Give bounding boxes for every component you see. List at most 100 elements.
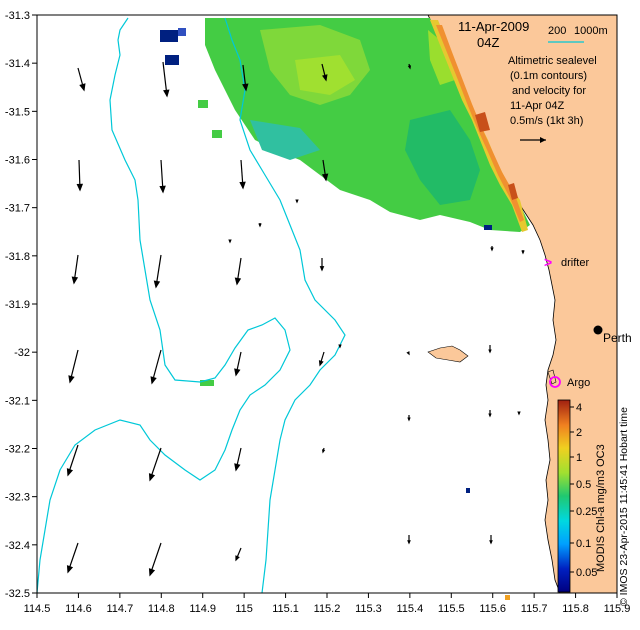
x-axis: 114.5 114.6 114.7 114.8 114.9 115 115.1 115.2 11… xyxy=(24,593,631,615)
velocity-arrowhead xyxy=(488,349,492,354)
colorbar-tick-label: 0.1 xyxy=(576,538,591,550)
velocity-arrowhead xyxy=(234,277,242,286)
velocity-arrowhead xyxy=(295,199,299,204)
y-tick-label: -31.6 xyxy=(5,155,30,167)
x-tick-label: 115.7 xyxy=(521,603,548,615)
info-line1: Altimetric sealevel xyxy=(508,55,597,67)
colorbar-gradient xyxy=(557,399,571,593)
x-tick-label: 115.8 xyxy=(562,603,589,615)
velocity-scale-arrowhead xyxy=(540,137,546,143)
velocity-arrowhead xyxy=(235,555,240,562)
y-tick-label: -32.1 xyxy=(5,395,30,407)
velocity-arrowhead xyxy=(66,565,74,574)
y-axis: -31.3 -31.4 -31.5 -31.6 -31.7 -31.8 -31.9 -32 -3… xyxy=(5,10,37,600)
x-tick-label: 115.4 xyxy=(396,603,423,615)
scale-label-200: 200 xyxy=(548,25,566,37)
velocity-arrowhead xyxy=(321,449,326,454)
y-tick-label: -32.4 xyxy=(5,540,30,552)
velocity-arrowhead xyxy=(407,417,411,422)
colorbar-tick-label: 0.5 xyxy=(576,479,591,491)
x-tick-label: 115 xyxy=(235,603,253,615)
drifter-label: drifter xyxy=(561,257,589,269)
x-tick-label: 114.8 xyxy=(148,603,175,615)
velocity-arrowhead xyxy=(234,368,241,377)
colorbar-tick-label: 0.05 xyxy=(576,567,597,579)
velocity-arrowhead xyxy=(258,223,262,228)
argo-label: Argo xyxy=(567,377,590,389)
y-tick-label: -31.3 xyxy=(5,10,30,22)
velocity-arrowhead xyxy=(406,351,410,356)
velocity-arrows xyxy=(66,61,525,577)
scale-label-1000: 1000m xyxy=(574,25,608,37)
velocity-arrowhead xyxy=(150,376,157,385)
x-tick-label: 115.6 xyxy=(479,603,506,615)
bathymetry-contours xyxy=(36,17,346,594)
y-tick-label: -31.8 xyxy=(5,251,30,263)
velocity-arrowhead xyxy=(163,89,170,98)
velocity-arrowhead xyxy=(71,276,79,285)
velocity-arrowhead xyxy=(490,247,494,252)
y-tick-label: -31.4 xyxy=(5,58,30,70)
x-tick-label: 115.3 xyxy=(355,603,382,615)
velocity-arrowhead xyxy=(228,239,232,244)
y-tick-label: -31.7 xyxy=(5,203,30,215)
x-tick-label: 115.5 xyxy=(438,603,465,615)
velocity-arrowhead xyxy=(318,360,324,367)
info-line3: and velocity for xyxy=(512,85,586,97)
y-tick-label: -31.9 xyxy=(5,299,30,311)
x-tick-label: 114.7 xyxy=(106,603,133,615)
velocity-arrowhead xyxy=(148,568,156,577)
info-box: Altimetric sealevel (0.1m contours) and … xyxy=(508,55,597,143)
contour-1000m xyxy=(36,17,291,594)
velocity-arrowhead xyxy=(153,280,161,289)
velocity-arrowhead xyxy=(338,344,342,349)
velocity-arrowhead xyxy=(66,468,74,477)
x-tick-label: 115.1 xyxy=(272,603,299,615)
contour-200m xyxy=(224,17,346,594)
y-tick-label: -32.2 xyxy=(5,444,30,456)
x-tick-label: 114.6 xyxy=(65,603,92,615)
colorbar-tick-label: 2 xyxy=(576,427,582,439)
y-tick-label: -32.3 xyxy=(5,492,30,504)
velocity-arrowhead xyxy=(68,375,75,384)
velocity-arrowhead xyxy=(517,411,521,416)
map-date: 11-Apr-2009 xyxy=(458,19,529,34)
colorbar-title: MODIS Chl-a mg/m3 OC3 xyxy=(595,444,607,572)
info-line2: (0.1m contours) xyxy=(510,70,587,82)
velocity-arrowhead xyxy=(407,540,411,545)
x-tick-label: 114.5 xyxy=(24,603,51,615)
velocity-arrowhead xyxy=(242,83,249,92)
velocity-arrowhead xyxy=(159,185,166,194)
argo-marker-icon xyxy=(549,376,561,388)
velocity-arrowhead xyxy=(79,83,86,92)
velocity-scale-label: 0.5m/s (1kt 3h) xyxy=(510,115,583,127)
velocity-arrowhead xyxy=(322,74,328,82)
perth-label: Perth xyxy=(603,331,632,345)
y-tick-label: -32.5 xyxy=(5,588,30,600)
perth-dot xyxy=(593,325,603,335)
info-line4: 11-Apr 04Z xyxy=(510,100,564,112)
colorbar-tick-label: 1 xyxy=(576,452,582,464)
velocity-arrowhead xyxy=(234,463,241,472)
velocity-arrowhead xyxy=(407,65,412,70)
colorbar-tick-label: 0.25 xyxy=(576,506,597,518)
velocity-arrowhead xyxy=(319,266,325,272)
colorbar: 4 2 1 0.5 0.25 0.1 0.05 xyxy=(557,399,597,593)
velocity-arrowhead xyxy=(489,540,493,545)
x-tick-label: 115.9 xyxy=(604,603,631,615)
map-time: 04Z xyxy=(477,35,499,50)
x-tick-label: 115.2 xyxy=(314,603,341,615)
velocity-arrowhead xyxy=(488,413,492,418)
velocity-arrowhead xyxy=(521,250,525,255)
velocity-arrowhead xyxy=(239,181,246,190)
y-tick-label: -31.5 xyxy=(5,106,30,118)
velocity-arrowhead xyxy=(76,183,84,192)
y-tick-label: -32 xyxy=(14,347,30,359)
drifter-marker-icon: > xyxy=(544,254,552,270)
credit-text: © IMOS 23-Apr-2015 11:45:41 Hobart time xyxy=(618,407,630,606)
x-tick-label: 114.9 xyxy=(189,603,216,615)
rottnest-island xyxy=(427,345,469,363)
velocity-arrowhead xyxy=(148,473,156,482)
colorbar-tick-label: 4 xyxy=(576,402,582,414)
